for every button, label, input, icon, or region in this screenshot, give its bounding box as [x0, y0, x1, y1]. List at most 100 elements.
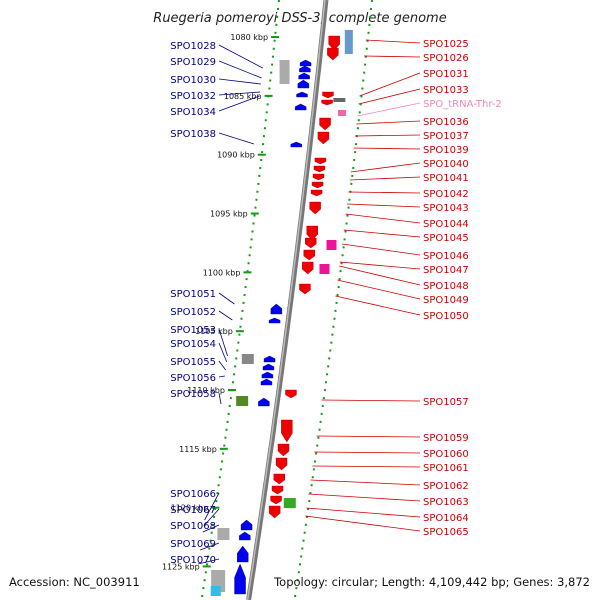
scale-tick-label: 1085 kbp: [224, 92, 262, 101]
gene-label: SPO1049: [423, 295, 469, 306]
gene-leader-line: [349, 176, 421, 181]
forward-cds-glyph: [234, 563, 246, 595]
gene-label: SPO1051: [170, 289, 216, 300]
gene-label: SPO1036: [423, 117, 469, 128]
gene-label: SPO1030: [170, 75, 216, 86]
gene-label: SPO1039: [423, 145, 469, 156]
reverse-cds-glyph: [302, 261, 314, 275]
scale-tick-label: 1115 kbp: [179, 445, 217, 454]
gene-label: SPO1025: [423, 39, 469, 50]
gene-label: SPO1069: [170, 539, 216, 550]
scale-tick-label: 1110 kbp: [187, 386, 225, 395]
gene-leader-line: [343, 229, 421, 238]
scale-tick-label: 1120 kbp: [171, 504, 209, 513]
gene-label: SPO1053: [170, 325, 216, 336]
gene-label: SPO1041: [423, 173, 469, 184]
gene-leader-line: [218, 95, 260, 112]
green-feature-box: [236, 396, 249, 406]
gene-label: SPO1026: [423, 53, 469, 64]
track-lines: [200, 0, 373, 600]
gene-label: SPO1037: [423, 131, 469, 142]
reverse-cds-glyph: [321, 99, 333, 106]
cyan-feature-box: [210, 586, 221, 596]
gene-leader-line: [346, 203, 421, 208]
gene-leader-line: [218, 328, 228, 357]
gene-label: SPO1040: [423, 159, 469, 170]
scale-tick-label: 1090 kbp: [217, 151, 255, 160]
forward-cds-glyph: [270, 303, 283, 315]
reverse-cds-glyph: [314, 157, 327, 165]
forward-cds-glyph: [299, 59, 312, 67]
reverse-cds-glyph: [285, 389, 297, 399]
gene-leader-line: [218, 132, 255, 145]
gene-leader-line: [308, 493, 421, 502]
forward-cds-glyph: [268, 317, 281, 324]
gene-leader-line: [306, 507, 421, 518]
gene-leader-line: [218, 375, 225, 378]
reverse-cds-glyph: [299, 283, 311, 295]
reverse-cds-glyph: [268, 505, 281, 519]
forward-gene-labels: SPO1028 SPO1029 SPO1030 SPO1032 SPO1034 SPO10…: [170, 41, 263, 566]
reverse-cds-glyph: [312, 173, 325, 181]
reverse-cds-glyph: [270, 495, 282, 505]
gene-label: SPO1066: [170, 489, 216, 500]
forward-cds-glyph: [258, 397, 270, 407]
gene-label: SPO1034: [170, 107, 216, 118]
gene-label: SPO1045: [423, 233, 469, 244]
scale-tick-label: 1095 kbp: [210, 210, 248, 219]
scale-ticks: 1080 kbp 1085 kbp 1090 kbp 1095 kbp 1100 kbp…: [162, 33, 280, 571]
gene-leader-line: [365, 39, 421, 44]
gene-leader-line: [316, 435, 421, 438]
grey-feature-box: [217, 528, 230, 540]
gene-leader-line: [335, 295, 421, 316]
scale-tick-label: 1125 kbp: [162, 562, 200, 571]
gene-leader-line: [197, 558, 220, 565]
gene-label: SPO1050: [423, 311, 469, 322]
gene-label: SPO1033: [423, 85, 469, 96]
gene-label: SPO1067: [170, 505, 216, 516]
gene-label: SPO1055: [170, 357, 216, 368]
gene-leader-line: [218, 310, 233, 321]
gene-leader-line: [312, 465, 421, 468]
gene-label: SPO1042: [423, 189, 469, 200]
gene-leader-line: [363, 55, 421, 58]
gene-leader-line: [321, 399, 421, 402]
scale-tick-label: 1105 kbp: [195, 327, 233, 336]
gene-label: SPO1065: [423, 527, 469, 538]
gene-label: SPO1068: [170, 521, 216, 532]
gene-label: SPO1058: [170, 389, 216, 400]
forward-cds-glyph: [263, 355, 276, 363]
gene-label: SPO1046: [423, 251, 469, 262]
gene-leader-line: [218, 292, 235, 305]
magenta-feature-box: [326, 240, 337, 250]
gene-label: SPO1060: [423, 449, 469, 460]
gene-leader-line: [218, 342, 228, 363]
map-title: Ruegeria pomeroyi DSS-3, complete genome: [153, 11, 446, 26]
gene-leader-line: [218, 392, 222, 405]
gene-label: SPO1070: [170, 555, 216, 566]
feature-glyphs: [210, 30, 353, 596]
gene-label: SPO1064: [423, 513, 469, 524]
gene-label: SPO1048: [423, 281, 469, 292]
gene-label: SPO1047: [423, 265, 469, 276]
blue-feature-box: [344, 30, 353, 54]
forward-cds-glyph: [296, 91, 308, 98]
gene-label: SPO1059: [423, 433, 469, 444]
gene-label: SPO1057: [423, 397, 469, 408]
gene-leader-line: [218, 44, 263, 69]
gene-leader-line: [357, 102, 421, 117]
grey-feature-box: [241, 354, 254, 364]
grey-feature-box: [279, 60, 290, 84]
reverse-cds-glyph: [273, 473, 285, 485]
forward-cds-glyph: [240, 519, 253, 531]
gene-leader-line: [339, 265, 421, 286]
gene-leader-line: [337, 279, 421, 300]
forward-cds-glyph: [298, 72, 310, 80]
gene-label: SPO1028: [170, 41, 216, 52]
gene-label: SPO1031: [423, 69, 469, 80]
gene-label: SPO1063: [423, 497, 469, 508]
gene-leader-line: [218, 360, 226, 371]
reverse-cds-glyph: [306, 225, 318, 241]
reverse-cds-glyph: [327, 47, 339, 61]
